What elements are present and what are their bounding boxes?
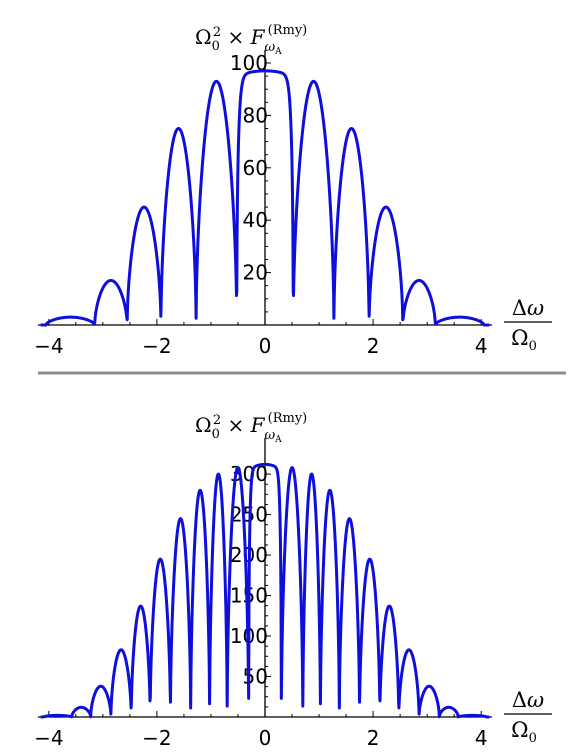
y-tick-label: 60: [243, 156, 268, 180]
x-tick-label: −2: [142, 726, 171, 750]
x-tick-label: 0: [259, 334, 272, 358]
x-tick-label: 4: [475, 726, 488, 750]
x-axis-label-numerator: Δω: [512, 296, 544, 320]
y-axis-label: Ω02 × FωA(Rmy): [195, 411, 307, 445]
x-axis-label-denominator: Ω0: [511, 326, 537, 354]
series-line: [39, 69, 491, 327]
x-tick-label: −4: [34, 334, 63, 358]
x-axis-label-denominator: Ω0: [511, 718, 537, 746]
x-tick-label: 2: [367, 726, 380, 750]
y-axis-label: Ω02 × FωA(Rmy): [195, 23, 307, 57]
series-line: [39, 462, 491, 719]
x-axis-label-numerator: Δω: [512, 688, 544, 712]
y-tick-label: 80: [243, 103, 268, 127]
x-tick-label: −2: [142, 334, 171, 358]
x-tick-label: 2: [367, 334, 380, 358]
y-tick-label: 20: [243, 261, 268, 285]
x-tick-label: −4: [34, 726, 63, 750]
y-tick-label: 50: [243, 665, 268, 689]
x-tick-label: 0: [259, 726, 272, 750]
x-tick-label: 4: [475, 334, 488, 358]
y-tick-label: 40: [243, 208, 268, 232]
